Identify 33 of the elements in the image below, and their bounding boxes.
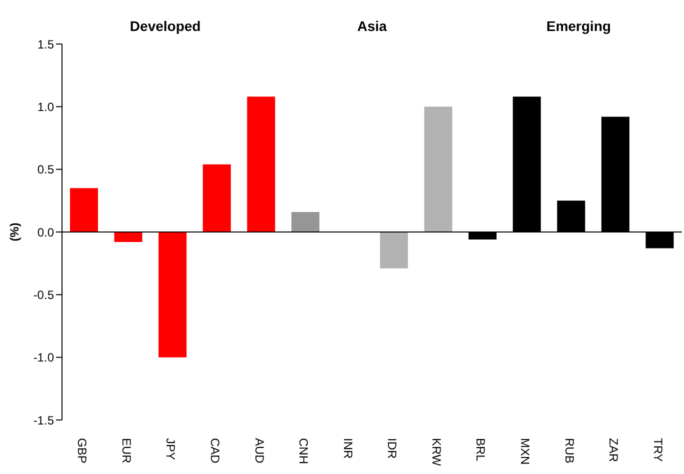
bar: [70, 188, 98, 232]
y-tick-label: -1.5: [33, 413, 54, 428]
x-tick-label: MXN: [518, 438, 532, 465]
text: Developed: [128, 18, 202, 34]
x-tick-label: CAD: [208, 438, 222, 464]
bar: [202, 164, 231, 232]
bar: [158, 232, 187, 358]
x-tick-label: RUB: [562, 438, 576, 464]
bar: [380, 232, 408, 268]
bar: [291, 212, 320, 232]
x-tick-label: EUR: [119, 438, 134, 464]
x-tick-label: TRY: [650, 438, 665, 462]
x-tick-label: CNH: [296, 438, 311, 464]
bar: [247, 96, 276, 232]
y-tick-label: 0.5: [37, 162, 54, 177]
x-tick-label: INR: [340, 438, 355, 459]
x-tick-label: JPY: [164, 438, 178, 460]
x-tick-label: KRW: [429, 438, 444, 466]
bar: [114, 232, 142, 242]
y-tick-label: 0.0: [37, 225, 54, 240]
x-tick-label: BRL: [474, 438, 488, 462]
text: Emerging: [545, 18, 612, 34]
y-tick-label: -0.5: [33, 288, 54, 302]
text: Asia: [356, 18, 388, 34]
y-tick-label: 1.0: [37, 100, 54, 114]
y-tick-label: 1.5: [37, 37, 54, 52]
x-tick-label: AUD: [252, 438, 266, 464]
bar: [424, 106, 452, 232]
x-tick-label: ZAR: [606, 438, 621, 462]
x-tick-label: GBP: [75, 438, 90, 464]
y-axis-title: (%): [7, 222, 22, 242]
y-tick-label: -1.0: [33, 350, 54, 365]
x-tick-label: IDR: [385, 438, 400, 459]
